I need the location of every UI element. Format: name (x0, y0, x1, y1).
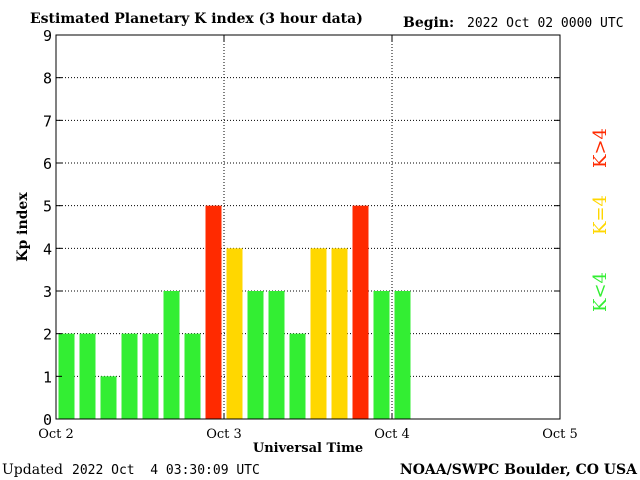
updated-value: 2022 Oct 4 03:30:09 UTC (72, 463, 260, 478)
kp-bar (331, 248, 348, 419)
x-axis-label: Universal Time (253, 441, 363, 456)
updated-label: Updated (2, 462, 63, 478)
y-tick-label: 8 (43, 70, 52, 88)
kp-bar (352, 205, 369, 419)
kp-bar (289, 333, 306, 419)
kp-bar (184, 333, 201, 419)
kp-bar (58, 333, 75, 419)
y-tick-label: 4 (43, 240, 52, 258)
x-axis-ticks: Oct 2 Oct 3 Oct 4 Oct 5 (38, 35, 578, 442)
grid-lines (56, 35, 560, 419)
begin-value: 2022 Oct 02 0000 UTC (467, 16, 624, 31)
kp-bar (226, 248, 243, 419)
kp-bar (394, 291, 411, 419)
y-axis-label: Kp index (15, 192, 31, 262)
kp-bar (247, 291, 264, 419)
y-tick-label: 6 (43, 155, 52, 173)
kp-bar (310, 248, 327, 419)
y-tick-label: 3 (43, 283, 52, 301)
kp-bar (163, 291, 180, 419)
y-tick-label: 7 (43, 112, 52, 130)
kp-bar (79, 333, 96, 419)
begin-label: Begin: (403, 15, 454, 31)
x-tick-label: Oct 2 (38, 427, 74, 442)
x-tick-label: Oct 3 (206, 427, 242, 442)
kp-bar (142, 333, 159, 419)
kp-bar (373, 291, 390, 419)
kp-bar (205, 205, 222, 419)
credit: NOAA/SWPC Boulder, CO USA (400, 462, 638, 478)
y-tick-label: 5 (43, 198, 52, 216)
legend-k-equal-4: K=4 (590, 195, 611, 235)
kp-bar (100, 376, 117, 419)
y-tick-label: 0 (43, 411, 52, 429)
y-axis-ticks: 0 1 2 3 4 5 6 7 8 9 (43, 27, 560, 429)
x-tick-label: Oct 5 (542, 427, 578, 442)
x-tick-label: Oct 4 (374, 427, 410, 442)
y-tick-label: 1 (43, 368, 52, 386)
y-tick-label: 9 (43, 27, 52, 45)
kp-bar (268, 291, 285, 419)
kp-bar (121, 333, 138, 419)
legend-k-below-4: K<4 (590, 272, 611, 312)
bar-series (58, 205, 411, 419)
legend-k-above-4: K>4 (590, 128, 611, 168)
chart-title: Estimated Planetary K index (3 hour data… (30, 11, 363, 27)
plot-frame (55, 34, 561, 420)
y-tick-label: 2 (43, 326, 52, 344)
